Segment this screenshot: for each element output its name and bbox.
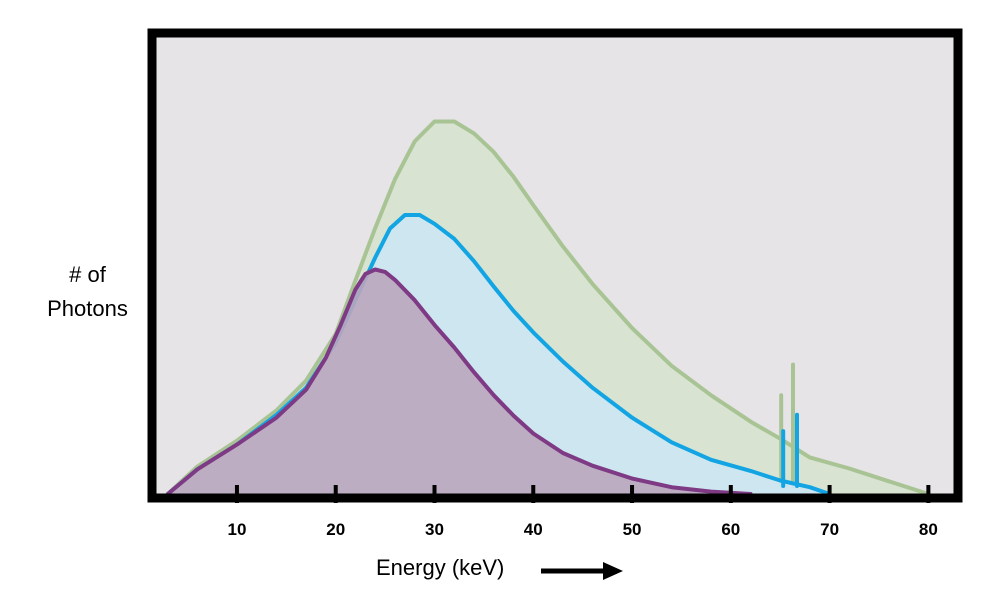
x-axis-ticks: 10 20 30 40 50 60 70 80 [227, 485, 938, 539]
axis-arrow-head [603, 562, 623, 580]
x-tick-label-40: 40 [524, 520, 543, 539]
x-tick-label-60: 60 [721, 520, 740, 539]
x-tick-label-70: 70 [820, 520, 839, 539]
plot-frame [147, 28, 963, 503]
x-tick-label-80: 80 [919, 520, 938, 539]
series-layer [165, 119, 931, 496]
axis-arrow [541, 562, 623, 580]
x-tick-label-10: 10 [227, 520, 246, 539]
y-axis-label-line-1: # of [69, 262, 106, 287]
series-3-line [165, 267, 753, 496]
y-axis-label-line-2: Photons [47, 296, 128, 321]
y-axis-label: # of Photons [20, 258, 155, 326]
x-tick-label-50: 50 [623, 520, 642, 539]
x-axis-label: Energy (keV) [376, 555, 505, 580]
x-tick-label-20: 20 [326, 520, 345, 539]
series-1-line [165, 119, 931, 496]
x-tick-label-30: 30 [425, 520, 444, 539]
series-3-area [167, 269, 751, 494]
